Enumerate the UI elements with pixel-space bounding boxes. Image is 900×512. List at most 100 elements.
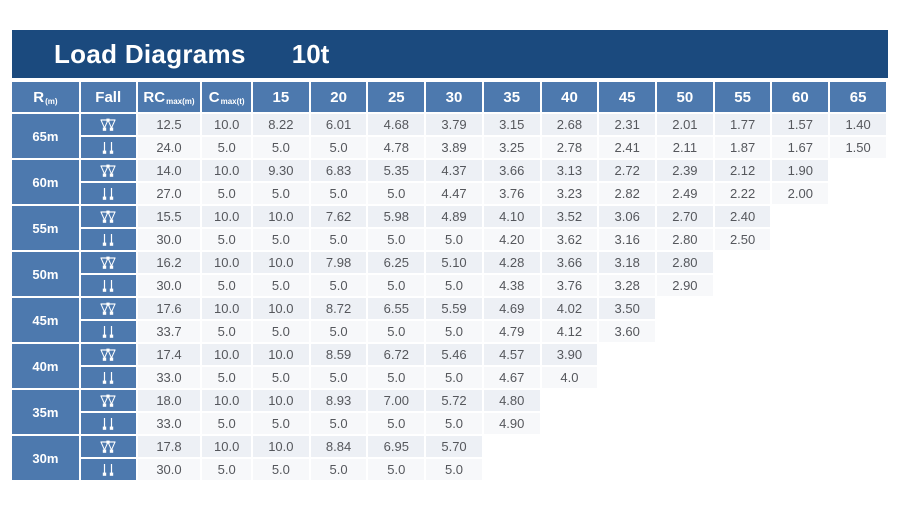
load-cell-45m-4-fall-30: 5.59 xyxy=(426,298,482,319)
rc-cell: 33.0 xyxy=(137,367,201,388)
load-cell-60m-2-fall-35: 3.76 xyxy=(483,183,540,204)
load-cell-50m-4-fall-40: 3.66 xyxy=(541,252,598,273)
load-cell-30m-4-fall-25: 6.95 xyxy=(368,436,425,457)
empty-cell xyxy=(657,459,713,480)
load-cell-35m-2-fall-30: 5.0 xyxy=(426,413,482,434)
empty-cell xyxy=(657,321,713,342)
load-cell-55m-4-fall-20: 7.62 xyxy=(310,206,367,227)
empty-cell xyxy=(715,321,771,342)
empty-cell xyxy=(715,436,771,457)
table-body: 65m 12.5 10.0 8.22 6.01 4.68 3.79 3.15 2.68 2.31 2… xyxy=(12,114,886,480)
load-cell-60m-4-fall-55: 2.12 xyxy=(714,160,771,181)
load-cell-55m-2-fall-15: 5.0 xyxy=(253,229,309,250)
table-row-30m-2-fall: 30.0 5.0 5.0 5.0 5.0 5.0 xyxy=(12,459,886,480)
radius-cell-40m: 40m xyxy=(12,344,79,388)
load-cell-50m-2-fall-15: 5.0 xyxy=(253,275,309,296)
load-cell-40m-4-fall-30: 5.46 xyxy=(426,344,482,365)
four-fall-icon xyxy=(80,390,136,411)
load-cell-35m-2-fall-15: 5.0 xyxy=(253,413,309,434)
empty-cell xyxy=(772,459,828,480)
empty-cell xyxy=(715,252,771,273)
load-cell-55m-4-fall-15: 10.0 xyxy=(253,206,309,227)
rc-header-unit: max(m) xyxy=(166,96,195,106)
empty-cell xyxy=(542,459,598,480)
load-cell-55m-2-fall-55: 2.50 xyxy=(714,229,771,250)
col-header-radius: R(m) xyxy=(12,82,79,112)
radius-cell-45m: 45m xyxy=(12,298,79,342)
rc-cell: 33.7 xyxy=(137,321,201,342)
load-cell-60m-2-fall-40: 3.23 xyxy=(541,183,598,204)
empty-cell xyxy=(830,229,886,250)
empty-cell xyxy=(772,413,828,434)
load-cell-45m-4-fall-35: 4.69 xyxy=(483,298,540,319)
empty-cell xyxy=(772,298,828,319)
rc-cell: 17.6 xyxy=(137,298,201,319)
four-fall-icon xyxy=(80,206,136,227)
c-cell: 5.0 xyxy=(202,183,251,204)
load-cell-45m-2-fall-45: 3.60 xyxy=(599,321,656,342)
load-cell-65m-4-fall-20: 6.01 xyxy=(310,114,367,135)
load-cell-50m-4-fall-15: 10.0 xyxy=(253,252,309,273)
load-table: R(m) Fall RCmax(m) Cmax(t) 15 20 25 30 35 40 4… xyxy=(10,80,888,482)
title-bar: Load Diagrams 10t xyxy=(12,30,888,78)
load-cell-55m-4-fall-25: 5.98 xyxy=(368,206,425,227)
two-fall-icon xyxy=(80,229,136,250)
empty-cell xyxy=(830,252,886,273)
load-cell-65m-4-fall-45: 2.31 xyxy=(599,114,656,135)
empty-cell xyxy=(715,298,771,319)
two-fall-icon xyxy=(80,137,136,158)
c-header-label: C xyxy=(208,88,220,106)
c-cell: 5.0 xyxy=(202,459,251,480)
empty-cell xyxy=(599,436,655,457)
four-fall-icon xyxy=(80,114,136,135)
load-cell-45m-4-fall-15: 10.0 xyxy=(253,298,309,319)
load-cell-55m-4-fall-45: 3.06 xyxy=(599,206,656,227)
load-cell-60m-2-fall-15: 5.0 xyxy=(253,183,309,204)
load-cell-40m-4-fall-25: 6.72 xyxy=(368,344,425,365)
two-fall-icon xyxy=(80,367,136,388)
load-cell-45m-2-fall-20: 5.0 xyxy=(310,321,367,342)
load-cell-60m-2-fall-50: 2.49 xyxy=(657,183,713,204)
table-row-50m-4-fall: 50m 16.2 10.0 10.0 7.98 6.25 5.10 4.28 3.66 3.18 2… xyxy=(12,252,886,296)
load-cell-65m-2-fall-20: 5.0 xyxy=(310,137,367,158)
empty-cell xyxy=(599,390,655,411)
load-cell-45m-2-fall-40: 4.12 xyxy=(541,321,598,342)
load-cell-35m-4-fall-25: 7.00 xyxy=(368,390,425,411)
radius-header-label: R xyxy=(33,88,45,106)
empty-cell xyxy=(772,344,828,365)
empty-cell xyxy=(830,436,886,457)
load-cell-30m-4-fall-30: 5.70 xyxy=(426,436,482,457)
table-row-60m-4-fall: 60m 14.0 10.0 9.30 6.83 5.35 4.37 3.66 3.13 2.72 2… xyxy=(12,160,886,204)
load-cell-65m-2-fall-65: 1.50 xyxy=(830,137,886,158)
load-cell-40m-2-fall-25: 5.0 xyxy=(368,367,425,388)
load-cell-50m-2-fall-35: 4.38 xyxy=(483,275,540,296)
radius-cell-50m: 50m xyxy=(12,252,79,296)
col-header-60: 60 xyxy=(772,82,829,112)
load-cell-45m-4-fall-20: 8.72 xyxy=(310,298,367,319)
c-cell: 10.0 xyxy=(202,344,251,365)
load-cell-55m-2-fall-50: 2.80 xyxy=(657,229,713,250)
load-cell-60m-2-fall-25: 5.0 xyxy=(368,183,425,204)
four-fall-icon xyxy=(80,344,136,365)
load-cell-45m-2-fall-35: 4.79 xyxy=(483,321,540,342)
col-header-50: 50 xyxy=(657,82,713,112)
empty-cell xyxy=(715,344,771,365)
rc-cell: 30.0 xyxy=(137,459,201,480)
load-cell-65m-2-fall-30: 3.89 xyxy=(426,137,482,158)
c-cell: 10.0 xyxy=(202,160,251,181)
table-row-45m-2-fall: 33.7 5.0 5.0 5.0 5.0 5.0 4.79 4.12 3.60 xyxy=(12,321,886,342)
load-cell-35m-2-fall-35: 4.90 xyxy=(483,413,540,434)
load-cell-60m-4-fall-35: 3.66 xyxy=(483,160,540,181)
table-row-55m-4-fall: 55m 15.5 10.0 10.0 7.62 5.98 4.89 4.10 3.52 3.06 2… xyxy=(12,206,886,250)
load-cell-30m-4-fall-15: 10.0 xyxy=(253,436,309,457)
c-cell: 10.0 xyxy=(202,390,251,411)
load-cell-40m-2-fall-20: 5.0 xyxy=(310,367,367,388)
load-cell-30m-2-fall-30: 5.0 xyxy=(426,459,482,480)
load-cell-55m-4-fall-30: 4.89 xyxy=(426,206,482,227)
load-cell-65m-2-fall-55: 1.87 xyxy=(714,137,771,158)
load-cell-65m-2-fall-35: 3.25 xyxy=(483,137,540,158)
load-cell-55m-2-fall-20: 5.0 xyxy=(310,229,367,250)
empty-cell xyxy=(599,367,655,388)
load-cell-60m-4-fall-45: 2.72 xyxy=(599,160,656,181)
